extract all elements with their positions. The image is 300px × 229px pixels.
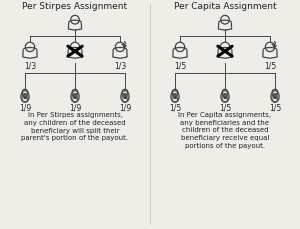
Text: In Per Stirpes assignments,
any children of the deceased
beneficiary will split : In Per Stirpes assignments, any children… [21,112,129,141]
Text: 1/5: 1/5 [219,103,231,112]
Text: 1/9: 1/9 [119,103,131,112]
Text: 1/5: 1/5 [269,103,281,112]
Text: 1/5: 1/5 [264,61,276,70]
Text: 1/5: 1/5 [169,103,181,112]
Text: Per Capita Assignment: Per Capita Assignment [174,2,276,11]
Text: 1/9: 1/9 [69,103,81,112]
Text: 1/3: 1/3 [114,61,126,70]
Text: 1/5: 1/5 [174,61,186,70]
Text: 1/3: 1/3 [24,61,36,70]
Text: Per Stirpes Assignment: Per Stirpes Assignment [22,2,128,11]
Text: In Per Capita assignments,
any beneficiaries and the
children of the deceased
be: In Per Capita assignments, any beneficia… [178,112,272,148]
Text: 1/9: 1/9 [19,103,31,112]
